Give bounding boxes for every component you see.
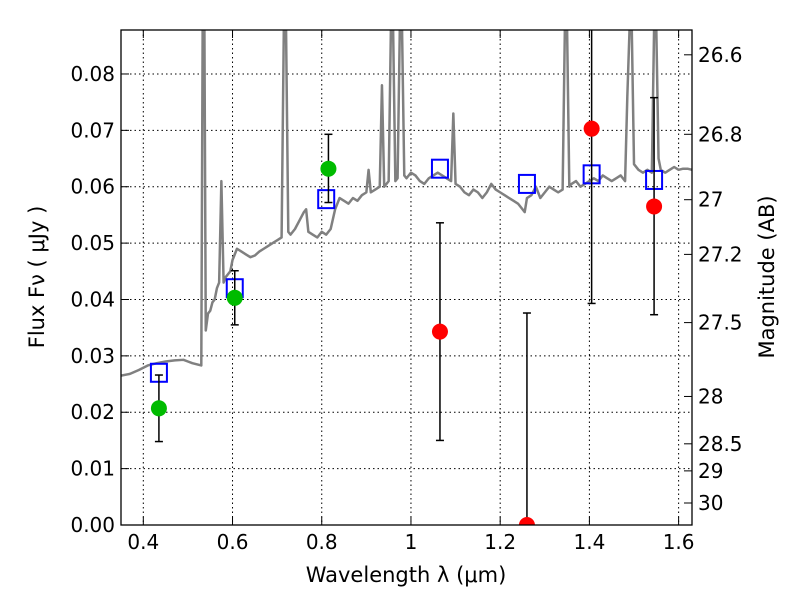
green-photometry-point: [150, 400, 167, 417]
right-tick-label: 28.5: [698, 432, 743, 456]
model-flux-marker: [517, 173, 536, 194]
x-tick-label: 1.6: [663, 530, 695, 554]
red-photometry-point: [431, 323, 448, 340]
x-tick-label: 1.2: [484, 530, 516, 554]
x-tick-label: 1: [405, 530, 418, 554]
model-spectrum-line: [121, 30, 692, 377]
x-tick-label: 0.4: [127, 530, 159, 554]
red-photometry-point: [646, 198, 663, 215]
right-axis-title: Magnitude (AB): [755, 195, 779, 358]
grid-lines: [121, 30, 692, 526]
y-tick-label: 0.05: [70, 231, 115, 255]
y-tick-label: 0.00: [70, 513, 115, 537]
plot-layer: [121, 30, 692, 525]
x-tick-label: 0.6: [217, 530, 249, 554]
red-photometry-point: [583, 120, 600, 137]
right-tick-label: 26.8: [698, 122, 743, 146]
axes-layer: 0.4 0.6 0.8 1 1.2 1.4 1.6 0.00 0.01 0.02 0.03 0.04 0…: [70, 29, 743, 554]
y-tick-label: 0.06: [70, 175, 115, 199]
model-flux-marker: [430, 158, 449, 179]
model-flux-marker: [317, 189, 336, 210]
axes-frame: [120, 29, 693, 526]
red-photometry-point: [518, 517, 535, 525]
y-tick-label: 0.04: [70, 287, 115, 311]
x-tick-label: 1.4: [573, 530, 605, 554]
y-tick-label: 0.01: [70, 457, 115, 481]
right-tick-label: 29: [698, 459, 723, 483]
right-tick-label: 26.6: [698, 43, 743, 67]
right-tick-label: 27.2: [698, 242, 743, 266]
right-tick-label: 27.5: [698, 311, 743, 335]
green-photometry-point: [320, 160, 337, 177]
plot-area: [121, 30, 692, 525]
right-tick-label: 27: [698, 188, 723, 212]
y-axis-title: Flux Fν ( μJy ): [25, 206, 49, 349]
x-axis-title: Wavelength λ (μm): [306, 563, 507, 587]
x-tick-label: 0.8: [306, 530, 338, 554]
y-tick-label: 0.03: [70, 344, 115, 368]
y-tick-label: 0.08: [70, 62, 115, 86]
y-tick-label: 0.07: [70, 118, 115, 142]
right-tick-label: 30: [698, 491, 723, 515]
right-tick-label: 28: [698, 384, 723, 408]
green-photometry-point: [226, 289, 243, 306]
y-tick-label: 0.02: [70, 400, 115, 424]
